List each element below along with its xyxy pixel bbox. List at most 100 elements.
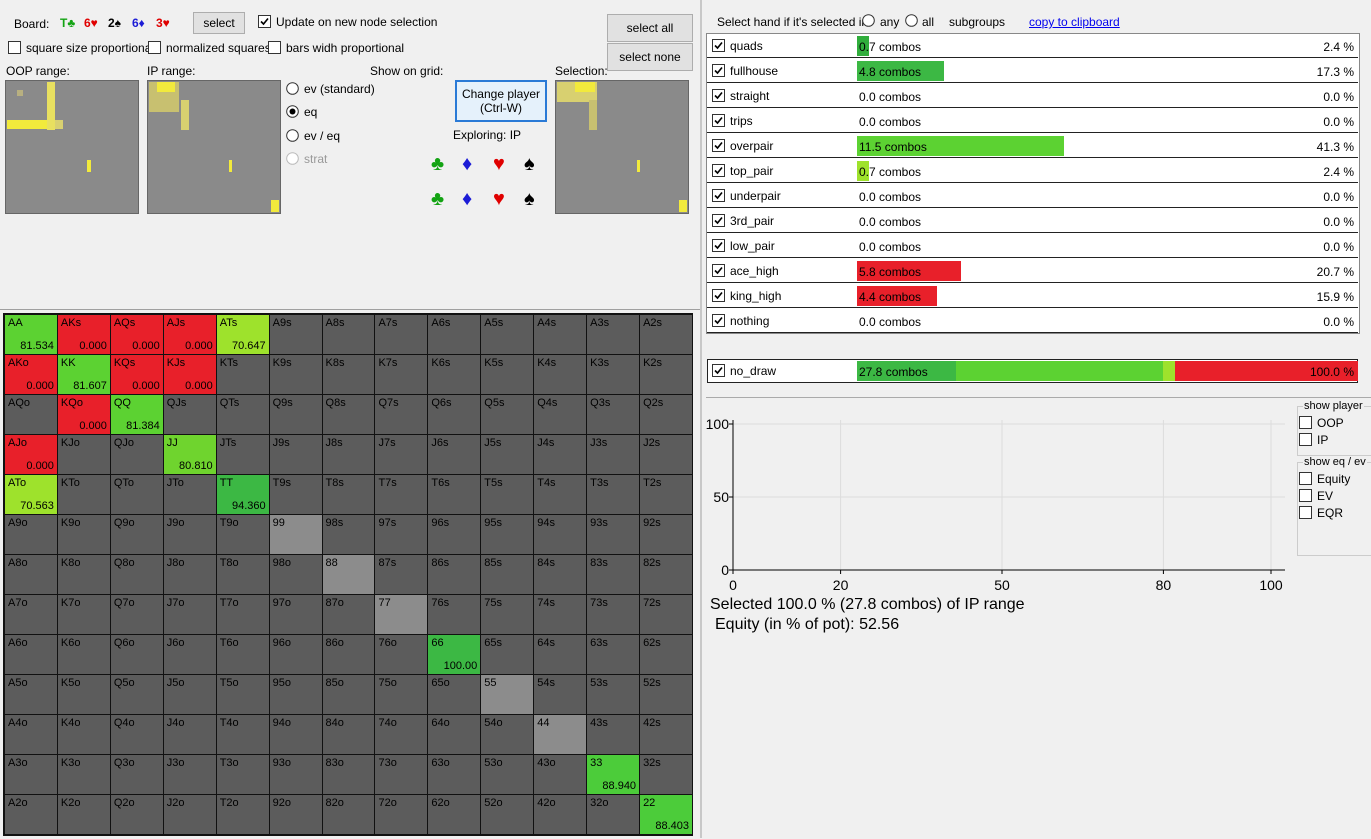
hand-cell[interactable]: K6o (56, 634, 111, 675)
checkbox[interactable] (712, 114, 725, 127)
hand-cell[interactable]: 64o (427, 714, 482, 755)
hand-cell[interactable]: A9o (4, 514, 58, 555)
hand-cell[interactable]: T8s (321, 474, 376, 515)
hand-cell[interactable]: J4s (533, 434, 588, 475)
hand-cell[interactable]: A3o (4, 754, 58, 795)
checkbox[interactable] (8, 41, 21, 54)
hand-cell[interactable]: 76s (427, 594, 482, 635)
hand-cell[interactable]: Q4o (109, 714, 164, 755)
hand-cell[interactable]: T4o (215, 714, 270, 755)
suit-button[interactable]: ♣ (431, 153, 445, 175)
hand-cell[interactable]: 92s (639, 514, 693, 555)
hand-cell[interactable]: 84s (533, 554, 588, 595)
hand-cell[interactable]: 94s (533, 514, 588, 555)
hand-cell[interactable]: 92o (268, 794, 323, 835)
hand-cell[interactable]: 75s (480, 594, 535, 635)
hand-cell[interactable]: T2s (639, 474, 693, 515)
hand-cell[interactable]: Q7s (374, 394, 429, 435)
hand-cell[interactable]: KQo 0.000 (56, 394, 111, 435)
checkbox[interactable] (712, 89, 725, 102)
hand-cell[interactable]: JTo (162, 474, 217, 515)
hand-cell[interactable]: K9o (56, 514, 111, 555)
hand-cell[interactable]: 85s (480, 554, 535, 595)
checkbox[interactable] (712, 264, 725, 277)
hand-cell[interactable]: T9s (268, 474, 323, 515)
hand-cell[interactable]: K5o (56, 674, 111, 715)
hand-cell[interactable]: Q6o (109, 634, 164, 675)
checkbox[interactable] (712, 214, 725, 227)
radio-button[interactable] (286, 128, 299, 142)
hand-cell[interactable]: 63s (586, 634, 641, 675)
hand-cell[interactable]: JJ 80.810 (162, 434, 217, 475)
hand-cell[interactable]: A3s (586, 314, 641, 355)
hand-cell[interactable]: 93s (586, 514, 641, 555)
hand-cell[interactable]: 87o (321, 594, 376, 635)
suit-button[interactable]: ♥ (493, 153, 505, 175)
hand-cell[interactable]: A5s (480, 314, 535, 355)
suit-button[interactable]: ♦ (462, 153, 473, 175)
hand-cell[interactable]: KJs 0.000 (162, 354, 217, 395)
checkbox[interactable] (712, 139, 725, 152)
hand-cell[interactable]: Q5s (480, 394, 535, 435)
hand-cell[interactable]: A2o (4, 794, 58, 835)
hand-cell[interactable]: K2o (56, 794, 111, 835)
hand-cell[interactable]: 76o (374, 634, 429, 675)
hand-cell[interactable]: A9s (268, 314, 323, 355)
hand-cell[interactable]: 65o (427, 674, 482, 715)
hand-cell[interactable]: 75o (374, 674, 429, 715)
hand-cell[interactable]: 83s (586, 554, 641, 595)
hand-cell[interactable]: 72o (374, 794, 429, 835)
hand-cell[interactable]: Q8o (109, 554, 164, 595)
hand-cell[interactable]: 98s (321, 514, 376, 555)
hand-cell[interactable]: 74o (374, 714, 429, 755)
hand-cell[interactable]: K4o (56, 714, 111, 755)
hand-cell[interactable]: 44 (533, 714, 588, 755)
select-none-button[interactable]: select none (607, 43, 693, 71)
hand-cell[interactable]: 22 88.403 (639, 794, 693, 835)
hand-cell[interactable]: T3o (215, 754, 270, 795)
hand-cell[interactable]: QJo (109, 434, 164, 475)
hand-cell[interactable]: QTs (215, 394, 270, 435)
hand-cell[interactable]: 43s (586, 714, 641, 755)
radio-button[interactable] (286, 82, 299, 95)
hand-cell[interactable]: AKs 0.000 (56, 314, 111, 355)
hand-cell[interactable]: A8s (321, 314, 376, 355)
checkbox[interactable] (1299, 416, 1312, 429)
hand-cell[interactable]: J3s (586, 434, 641, 475)
hand-cell[interactable]: 85o (321, 674, 376, 715)
hand-cell[interactable]: T6o (215, 634, 270, 675)
hand-cell[interactable]: QQ 81.384 (109, 394, 164, 435)
hand-cell[interactable]: 53s (586, 674, 641, 715)
hand-cell[interactable]: 42o (533, 794, 588, 835)
hand-cell[interactable]: AJo 0.000 (4, 434, 58, 475)
hand-cell[interactable]: K5s (480, 354, 535, 395)
hand-cell[interactable]: J4o (162, 714, 217, 755)
hand-cell[interactable]: ATs 70.647 (215, 314, 270, 355)
hand-cell[interactable]: J9o (162, 514, 217, 555)
hand-cell[interactable]: K7o (56, 594, 111, 635)
hand-cell[interactable]: Q5o (109, 674, 164, 715)
hand-cell[interactable]: 73s (586, 594, 641, 635)
hand-cell[interactable]: T4s (533, 474, 588, 515)
hand-cell[interactable]: J7s (374, 434, 429, 475)
radio-button[interactable] (905, 14, 918, 27)
hand-cell[interactable]: K9s (268, 354, 323, 395)
hand-cell[interactable]: 84o (321, 714, 376, 755)
hand-cell[interactable]: 93o (268, 754, 323, 795)
hand-cell[interactable]: T8o (215, 554, 270, 595)
hand-cell[interactable]: A4o (4, 714, 58, 755)
hand-cell[interactable]: 95s (480, 514, 535, 555)
hand-cell[interactable]: Q9s (268, 394, 323, 435)
suit-button[interactable]: ♣ (431, 188, 445, 210)
select-all-button[interactable]: select all (607, 14, 693, 42)
hand-cell[interactable]: J9s (268, 434, 323, 475)
hand-cell[interactable]: 62s (639, 634, 693, 675)
hand-cell[interactable]: T5o (215, 674, 270, 715)
hand-cell[interactable]: 66 100.00 (427, 634, 482, 675)
checkbox[interactable] (712, 189, 725, 202)
hand-cell[interactable]: T3s (586, 474, 641, 515)
hand-cell[interactable]: KTo (56, 474, 111, 515)
hand-cell[interactable]: 86s (427, 554, 482, 595)
suit-button[interactable]: ♠ (524, 153, 535, 175)
hand-cell[interactable]: 53o (480, 754, 535, 795)
